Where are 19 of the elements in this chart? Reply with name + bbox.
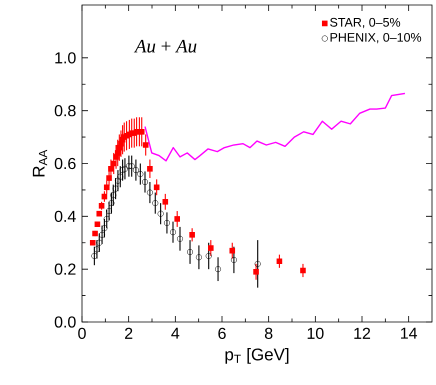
x-tick-label: 0 <box>78 328 86 339</box>
x-tick-label: 6 <box>218 328 226 339</box>
x-tick-label: 4 <box>171 328 180 339</box>
y-tick-label: 0.0 <box>54 316 76 328</box>
y-tick-label: 0.8 <box>54 105 76 116</box>
y-tick-label: 0.2 <box>54 264 76 275</box>
x-axis-title: p$_{T}$ [GeV] <box>226 348 288 364</box>
x-tick-label: 8 <box>264 328 272 339</box>
y-axis-title: R$_{AA}$ <box>32 150 48 176</box>
legend-label: STAR, 0–5% <box>330 18 400 28</box>
annotation: Au + Au <box>134 40 196 53</box>
y-tick-label: 0.4 <box>54 210 76 222</box>
x-tick-label: 14 <box>401 328 418 339</box>
x-tick-label: 10 <box>308 328 324 339</box>
y-tick-label: 0.6 <box>54 158 76 170</box>
y-tick-label: 1.0 <box>55 52 76 64</box>
x-tick-label: 2 <box>125 328 132 339</box>
x-tick-label: 12 <box>354 328 370 339</box>
legend-label: PHENIX, 0–10% <box>330 32 422 44</box>
